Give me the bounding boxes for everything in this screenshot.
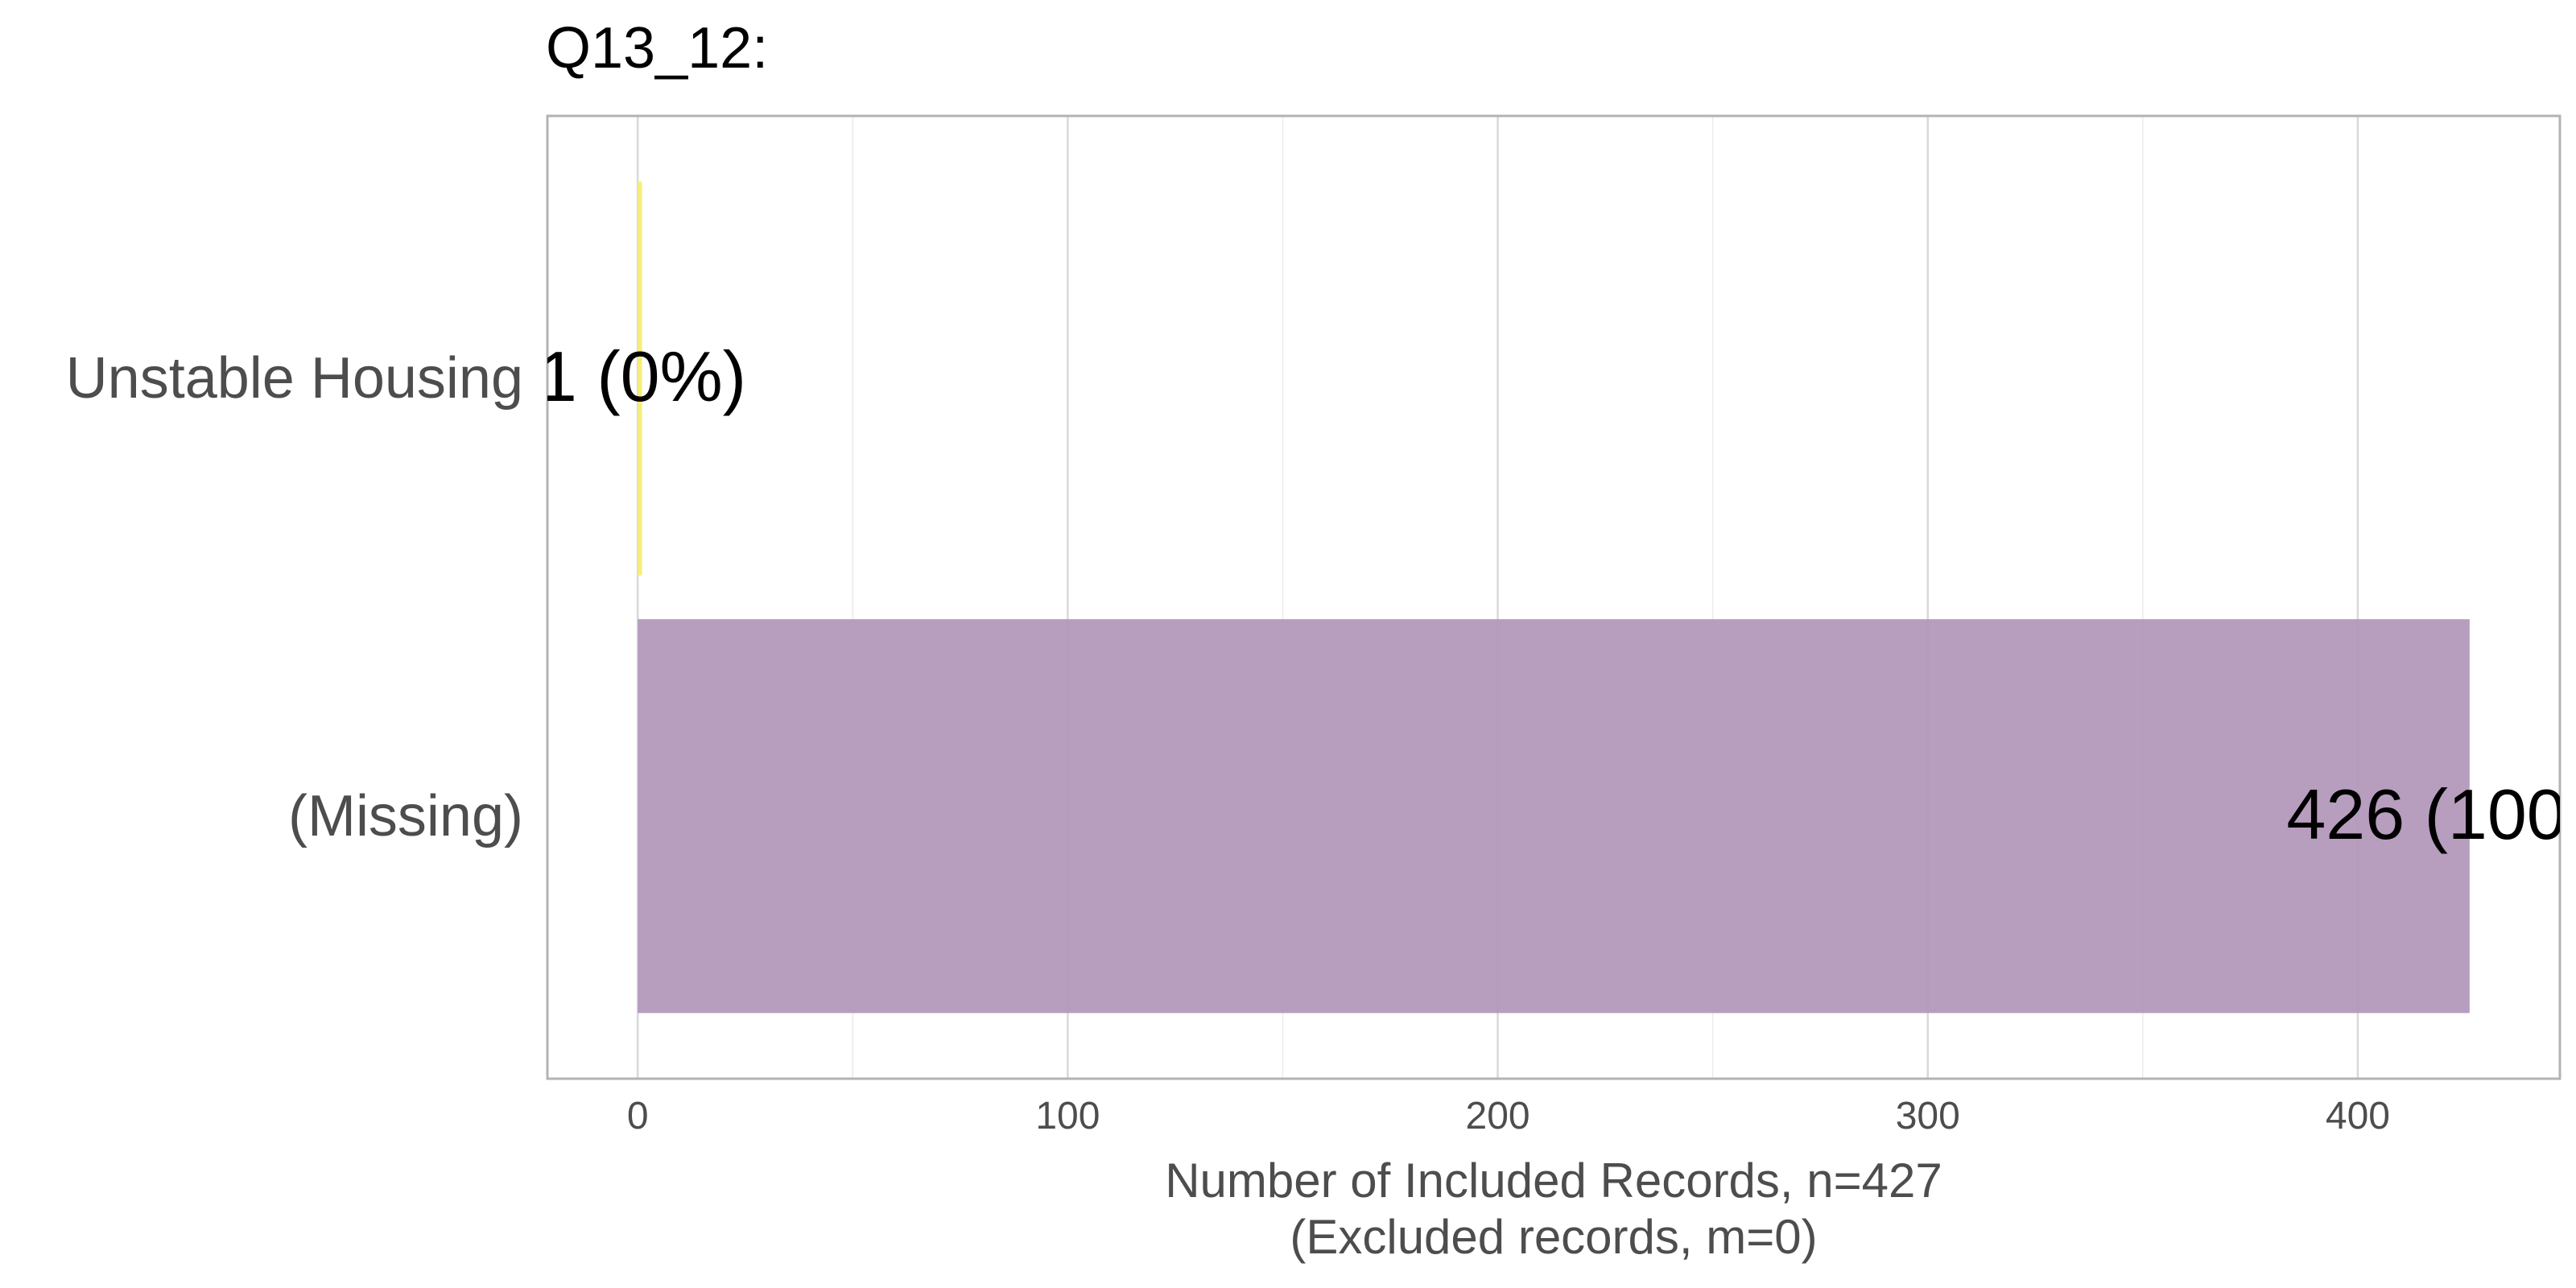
bar	[638, 181, 642, 576]
value-label: 1 (0%)	[538, 336, 746, 416]
x-tick-label: 200	[1466, 1095, 1530, 1137]
x-tick-label: 300	[1896, 1095, 1960, 1137]
x-axis-title: Number of Included Records, n=427	[1165, 1154, 1942, 1208]
plot-panel-border	[546, 114, 2562, 1080]
x-axis-tick-labels: 0 100 200 300 400	[627, 1095, 2390, 1137]
category-label: Unstable Housing	[66, 346, 523, 411]
x-tick-label: 100	[1035, 1095, 1100, 1137]
x-tick-label: 0	[627, 1095, 649, 1137]
x-tick-label: 400	[2326, 1095, 2390, 1137]
bars	[638, 181, 2470, 1013]
x-axis-subtitle: (Excluded records, m=0)	[1290, 1210, 1817, 1264]
chart-title: Q13_12:	[546, 16, 768, 80]
y-axis-labels: Unstable Housing (Missing)	[66, 346, 523, 848]
bar	[638, 619, 2470, 1013]
value-labels: 1 (0%) 426 (100%)	[538, 336, 2576, 854]
value-label: 426 (100%)	[2286, 774, 2576, 854]
category-label: (Missing)	[288, 784, 523, 848]
